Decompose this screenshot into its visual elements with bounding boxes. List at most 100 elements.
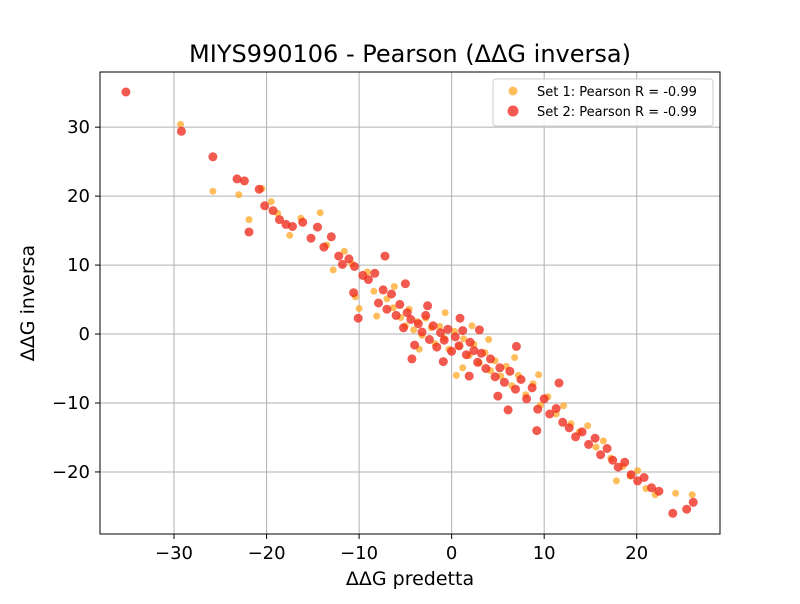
data-point [554,378,564,388]
data-point [481,364,491,373]
data-point [355,305,363,312]
x-tick-label: 10 [533,543,556,564]
data-point [370,287,378,295]
y-tick-label: 20 [67,186,90,207]
data-point [452,371,460,379]
data-point [490,372,500,382]
data-point [313,222,322,232]
data-point [334,251,344,261]
data-point [682,504,692,514]
data-point [176,126,186,136]
data-point [382,304,392,314]
data-point [511,354,519,361]
data-point [468,322,476,330]
data-point [410,326,418,334]
legend-marker-set-1 [508,86,518,96]
data-point [647,483,656,493]
data-point [545,409,555,419]
data-point [232,174,242,184]
data-point [532,426,542,436]
data-point [461,350,471,360]
data-point [503,405,513,415]
data-point [424,335,434,344]
data-point [209,187,217,195]
data-point [465,337,475,347]
data-point [439,335,449,345]
data-point [599,437,607,445]
data-point [432,342,442,352]
data-point [373,312,381,320]
data-point [239,176,249,186]
data-points [121,87,698,518]
x-tick-label: 20 [625,543,648,564]
data-point [363,275,373,285]
series-set-1 [177,120,696,499]
plot-frame [99,71,721,535]
data-point [551,404,561,413]
data-point [454,341,464,351]
data-point [286,231,294,239]
data-point [288,222,297,231]
data-point [459,364,467,372]
data-point [626,470,636,480]
data-point [564,423,574,433]
data-point [596,450,606,460]
data-point [639,473,649,482]
data-point [612,477,620,485]
data-point [577,427,587,437]
series-set-2 [121,87,698,518]
x-axis-ticks: −30 −20 −10 0 10 20 [155,534,648,564]
data-point [208,152,218,162]
data-point [428,321,438,331]
y-tick-label: 30 [67,117,90,138]
data-point [319,242,329,252]
data-point [353,313,363,323]
data-point [458,326,468,336]
x-axis-label: ΔΔG predetta [346,568,474,590]
data-point [436,328,445,338]
data-point [399,323,408,333]
data-point [413,319,423,329]
data-point [400,279,410,289]
data-point [298,217,308,227]
data-point [592,443,600,451]
data-point [602,444,612,453]
data-point [402,308,412,318]
data-point [535,371,543,379]
data-point [245,216,253,224]
data-point [254,184,264,194]
data-point [177,120,184,128]
data-point [634,467,642,475]
data-point [275,215,284,225]
data-point [608,455,618,465]
x-tick-label: 0 [446,543,457,564]
data-point [438,357,448,367]
data-point [539,394,549,404]
data-point [391,310,401,320]
data-point [235,191,243,199]
data-point [447,346,457,356]
data-point [516,375,526,384]
data-point [443,324,453,334]
legend-marker-set-2 [507,105,519,117]
data-point [390,283,398,290]
data-point [267,198,275,206]
data-point [316,209,324,217]
data-point [380,251,390,261]
data-point [522,394,532,404]
data-point [590,433,600,443]
data-point [370,268,380,278]
data-point [329,266,337,274]
data-point [527,383,537,393]
data-point [613,462,623,472]
data-point [349,288,359,298]
data-point [571,432,581,442]
y-tick-label: 10 [67,255,90,276]
data-point [495,363,505,373]
y-tick-label: −20 [52,462,90,483]
x-tick-label: −30 [155,543,193,564]
data-point [476,348,486,358]
data-point [460,335,468,343]
data-point [493,391,503,401]
